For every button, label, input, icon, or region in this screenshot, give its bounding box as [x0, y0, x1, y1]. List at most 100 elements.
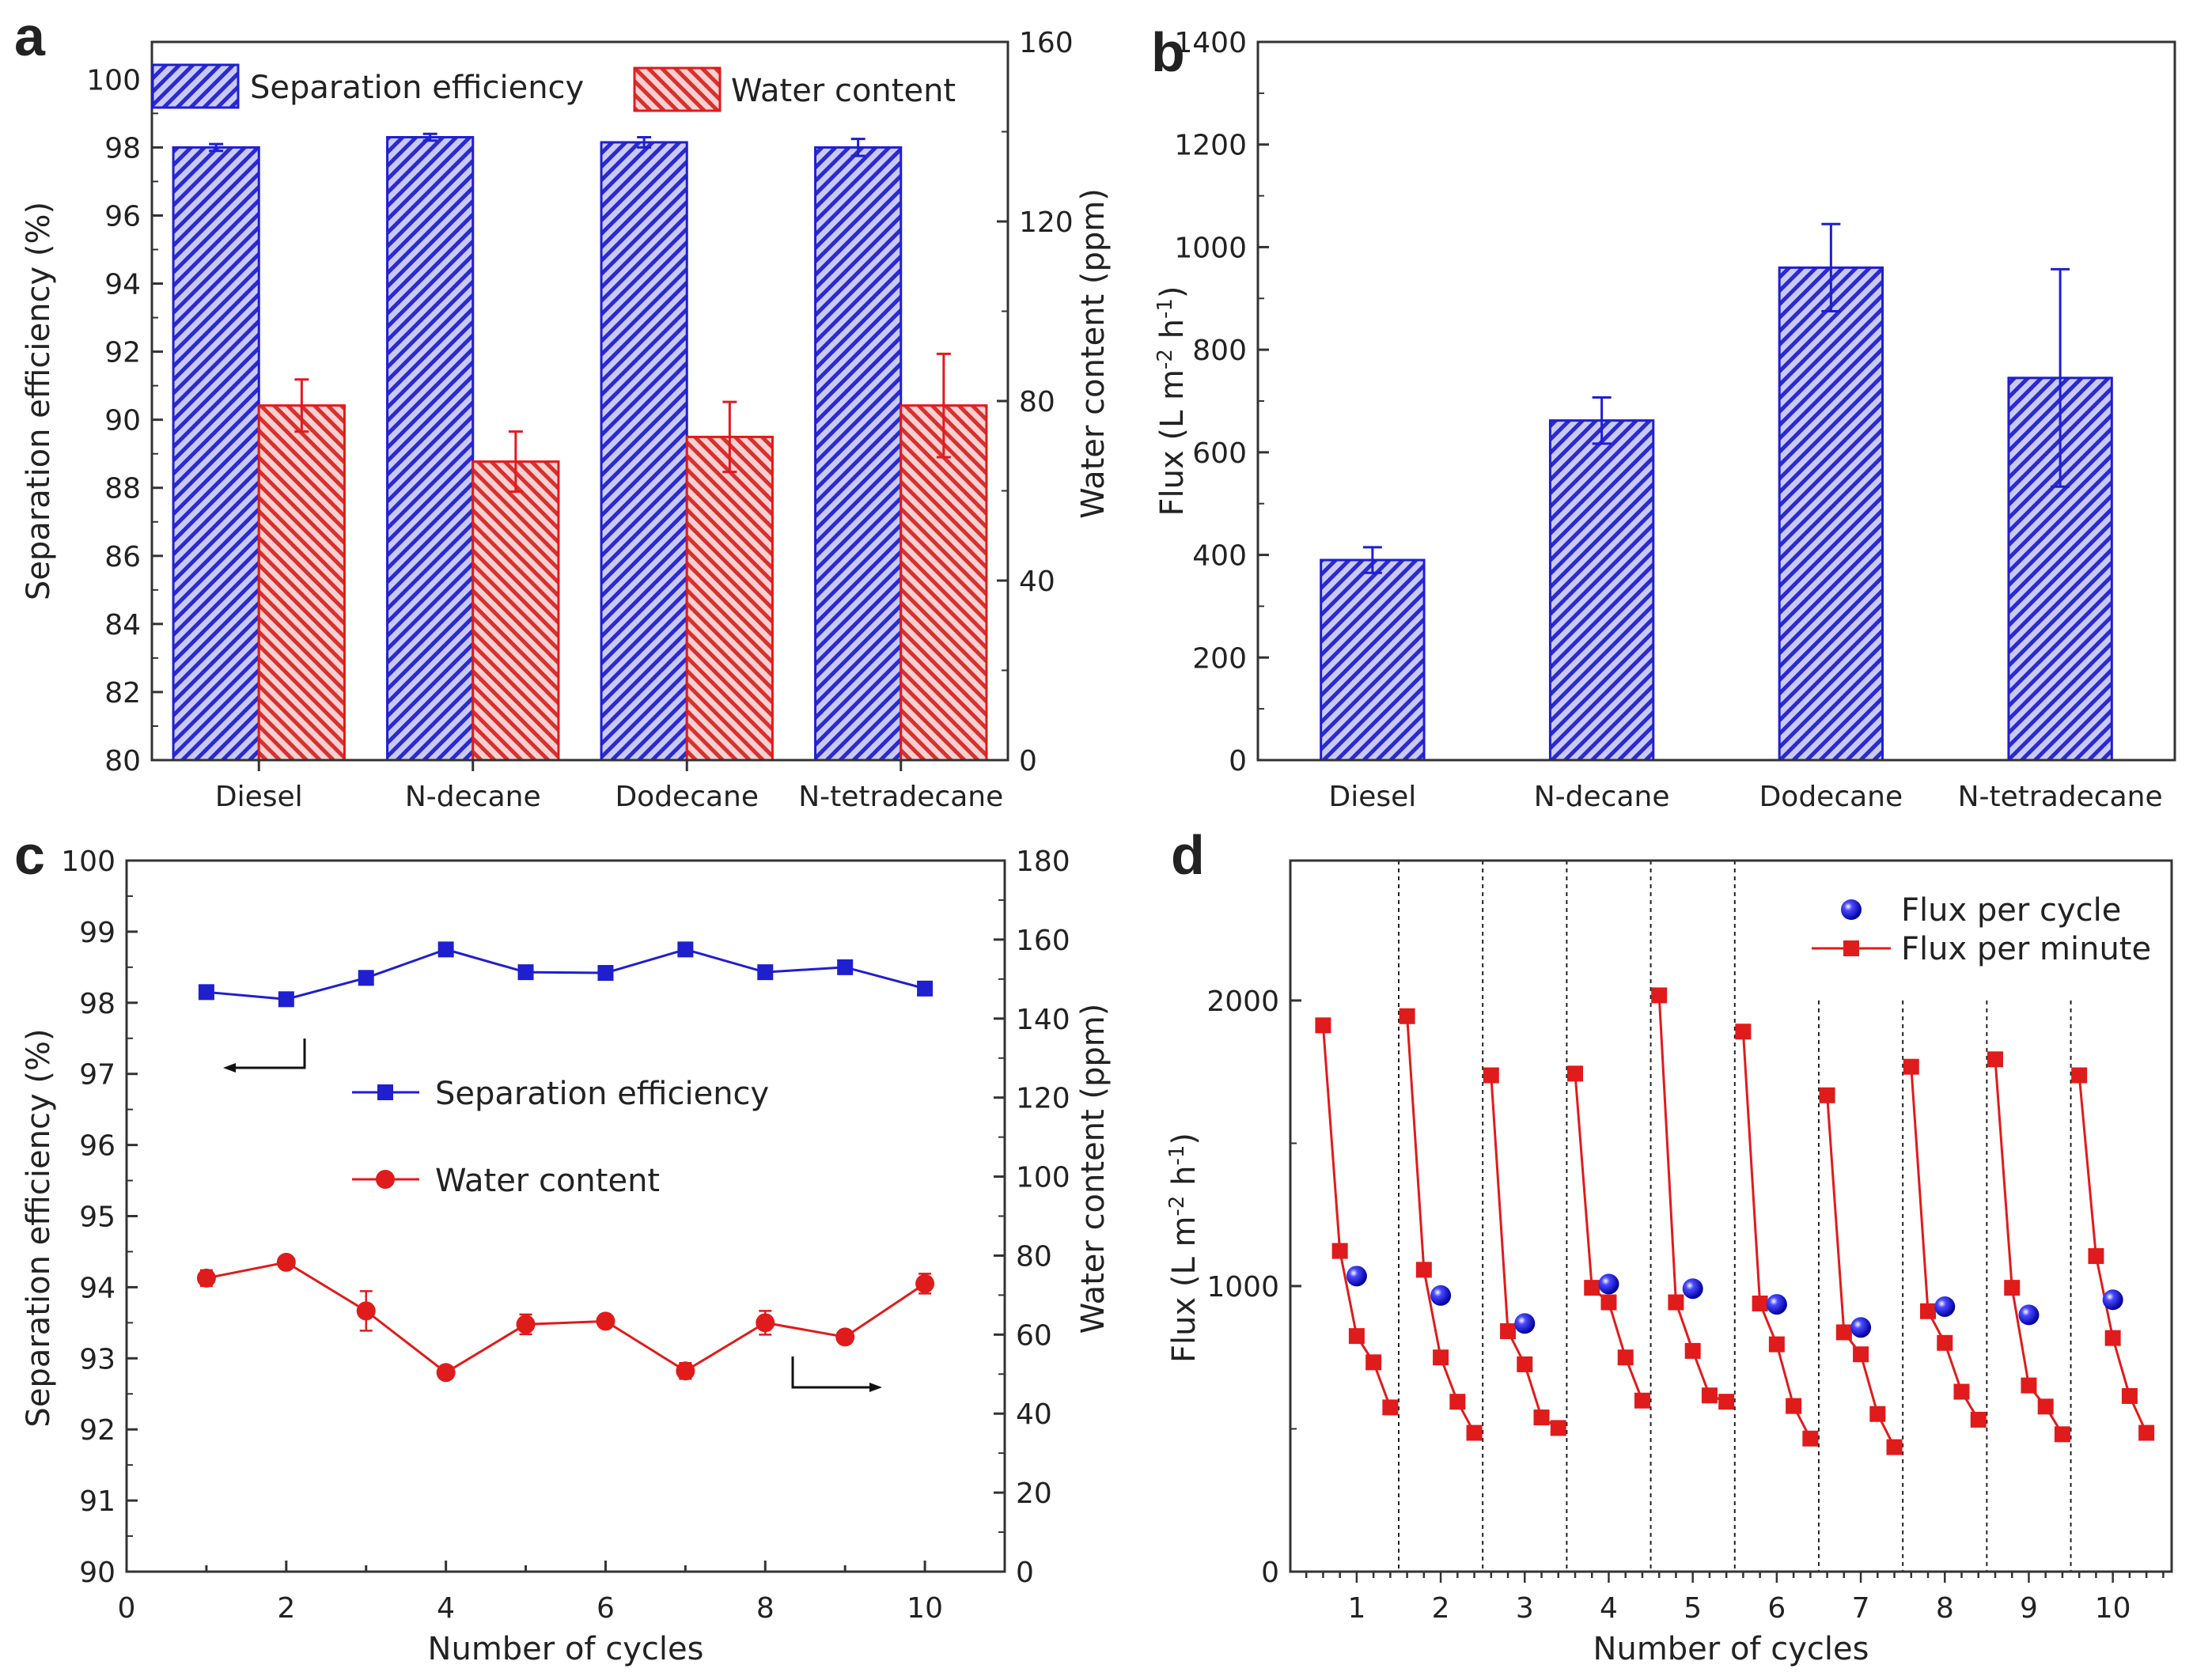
d-x-tick-label: 5: [1684, 1592, 1702, 1625]
c-point-water-content: [516, 1315, 536, 1334]
c-point-separation-efficiency: [358, 970, 374, 986]
d-x-tick-label: 7: [1852, 1592, 1870, 1625]
c-point-separation-efficiency: [597, 965, 614, 982]
c-x-tick-label: 6: [597, 1592, 615, 1625]
d-point-flux-per-minute: [1768, 1336, 1785, 1353]
b-y-axis-tick-label: 1000: [1174, 232, 1247, 264]
b-x-tick-label: Dodecane: [1759, 781, 1903, 813]
d-point-flux-per-minute: [1853, 1346, 1869, 1363]
c-line-separation-efficiency: [206, 948, 926, 1001]
d-line-flux-per-minute: [1321, 1025, 1392, 1408]
b-bar-flux: [1548, 419, 1655, 762]
d-point-flux-per-minute: [1987, 1051, 2003, 1068]
c-point-water-content: [436, 1363, 456, 1383]
d-x-axis-title: Number of cycles: [1593, 1631, 1869, 1667]
c-y2-axis-tick-label: 180: [1016, 846, 1070, 878]
d-point-flux-per-minute: [1802, 1430, 1819, 1447]
c-y2-axis-tick-label: 60: [1016, 1319, 1052, 1352]
d-y-axis-tick-label: 0: [1261, 1557, 1279, 1589]
d-point-flux-per-minute: [1517, 1356, 1533, 1372]
b-y-axis-tick-label: 400: [1192, 540, 1247, 573]
c-y-axis-tick-label: 100: [61, 846, 116, 878]
panel-label-a: a: [14, 6, 46, 67]
a-error-bar-separation-efficiency: [637, 135, 652, 149]
panel-label-c: c: [14, 824, 45, 886]
a-legend-swatch-water-content: [633, 66, 722, 112]
d-point-flux-per-minute: [1953, 1383, 1970, 1400]
d-point-flux-per-cycle: [2102, 1289, 2123, 1311]
d-point-flux-per-minute: [2121, 1387, 2138, 1404]
a-y2-axis-tick-label: 160: [1019, 27, 1074, 59]
d-point-flux-per-minute: [1331, 1243, 1348, 1259]
d-point-flux-per-minute: [1348, 1328, 1365, 1345]
a-y-axis-tick-label: 100: [86, 64, 141, 96]
a-error-bar-water-content: [936, 352, 951, 459]
d-point-flux-per-minute: [1315, 1017, 1331, 1034]
c-y2-axis-title: Water content (ppm): [1075, 1004, 1112, 1334]
d-point-flux-per-minute: [2088, 1248, 2104, 1265]
d-x-tick-label: 3: [1516, 1592, 1534, 1625]
d-point-flux-per-minute: [1415, 1262, 1432, 1278]
a-y-axis-tick-label: 86: [104, 541, 141, 573]
c-point-separation-efficiency: [437, 941, 454, 958]
c-x-tick-label: 4: [437, 1592, 455, 1625]
c-y-axis-tick-label: 94: [79, 1272, 116, 1304]
c-point-separation-efficiency: [677, 941, 694, 958]
panel-label-b: b: [1151, 21, 1185, 83]
d-point-flux-per-minute: [1970, 1411, 1987, 1428]
d-point-flux-per-minute: [1718, 1394, 1735, 1410]
a-x-tick-label: Diesel: [215, 781, 303, 813]
d-point-flux-per-minute: [2104, 1330, 2121, 1346]
b-x-tick-label: N-tetradecane: [1958, 781, 2163, 813]
d-legend-label-flux-per-cycle: Flux per cycle: [1901, 892, 2121, 929]
d-legend-marker-flux-per-cycle: [1841, 899, 1862, 920]
d-point-flux-per-minute: [1483, 1067, 1499, 1084]
a-legend-label-water-content: Water content: [731, 73, 956, 109]
d-line-flux-per-minute: [1657, 995, 1727, 1403]
d-point-flux-per-minute: [2021, 1377, 2037, 1394]
d-point-flux-per-minute: [2138, 1425, 2155, 1441]
c-y-axis-tick-label: 99: [79, 917, 116, 949]
b-y-axis-tick-label: 1400: [1174, 27, 1247, 59]
a-y2-axis-title: Water content (ppm): [1075, 188, 1112, 519]
a-bar-water-content: [472, 460, 560, 762]
a-y-axis-tick-label: 80: [104, 745, 141, 778]
c-plot-frame: [125, 859, 1006, 1573]
c-point-separation-efficiency: [757, 964, 774, 981]
d-point-flux-per-minute: [1835, 1324, 1852, 1341]
d-x-tick-label: 6: [1767, 1592, 1786, 1625]
c-right-arrow-head-icon: [869, 1383, 882, 1392]
a-y-axis-tick-label: 94: [104, 269, 141, 301]
d-point-flux-per-minute: [1869, 1406, 1886, 1422]
d-legend-label-flux-per-minute: Flux per minute: [1901, 931, 2151, 967]
c-y-axis-tick-label: 95: [79, 1201, 116, 1234]
c-legend-marker-separation-efficiency: [377, 1084, 393, 1100]
a-plot-frame: [150, 40, 1009, 762]
c-y-axis-tick-label: 98: [79, 988, 116, 1020]
c-line-water-content: [206, 1261, 926, 1375]
c-y2-axis-tick-label: 0: [1016, 1557, 1034, 1589]
d-line-flux-per-minute: [1406, 1016, 1475, 1434]
c-point-water-content: [596, 1311, 615, 1331]
a-y2-axis-tick-label: 0: [1019, 745, 1037, 778]
c-y-axis-tick-label: 90: [79, 1557, 116, 1589]
b-y-axis-tick-label: 200: [1192, 642, 1247, 675]
d-point-flux-per-cycle: [1850, 1317, 1872, 1338]
b-y-axis-tick-label: 600: [1192, 437, 1247, 470]
c-y2-axis-tick-label: 160: [1016, 925, 1070, 957]
c-x-tick-label: 8: [756, 1592, 775, 1625]
b-error-bar-flux: [2051, 267, 2070, 488]
d-point-flux-per-minute: [1550, 1420, 1566, 1436]
d-point-flux-per-minute: [1500, 1323, 1517, 1340]
d-point-flux-per-minute: [1903, 1058, 1919, 1075]
d-line-flux-per-minute: [1741, 1031, 1812, 1440]
d-point-flux-per-minute: [1920, 1303, 1937, 1319]
a-bar-separation-efficiency: [814, 146, 903, 762]
c-legend-label-separation-efficiency: Separation efficiency: [435, 1076, 769, 1112]
d-x-tick-label: 2: [1432, 1592, 1450, 1625]
b-bar-flux: [1778, 266, 1884, 762]
c-point-water-content: [276, 1252, 296, 1272]
c-point-separation-efficiency: [278, 991, 294, 1008]
d-y-axis-tick-label: 2000: [1206, 986, 1279, 1018]
c-point-water-content: [356, 1301, 376, 1321]
